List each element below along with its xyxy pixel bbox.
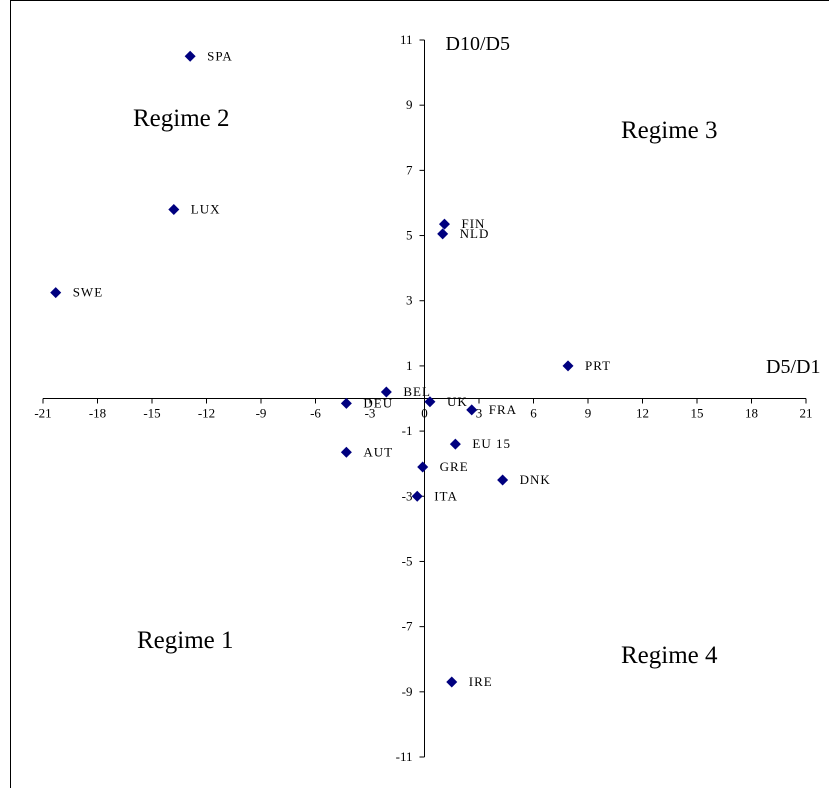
data-point-label: SPA [207,48,233,63]
x-tick-label: 9 [585,406,592,421]
data-point-label: NLD [460,226,490,241]
regime-1-label: Regime 1 [137,627,234,654]
x-axis-title: D5/D1 [766,356,820,378]
data-point-label: GRE [440,459,469,474]
data-point-label: ITA [434,488,458,503]
data-point-marker [340,397,352,409]
y-tick-label: -7 [402,619,413,634]
data-point-marker [424,396,436,408]
data-point-marker [380,386,392,398]
x-ticks: -21 -18 -15 -12 -9 -6 -3 0 3 6 9 12 15 18 21 [34,398,813,421]
data-point-label: EU 15 [472,436,511,451]
y-tick-label: -9 [402,684,413,699]
data-point-marker [184,50,196,62]
data-point-label: AUT [363,444,393,459]
data-point-marker [437,228,449,240]
y-axis-title: D10/D5 [446,33,510,55]
x-tick-label: 15 [691,406,704,421]
x-tick-label: -21 [34,406,51,421]
plot-frame [10,0,829,788]
regime-2-label: Regime 2 [133,105,230,132]
y-tick-label: 5 [406,228,413,243]
data-point-label: BEL [403,384,431,399]
y-tick-label: -5 [402,553,413,568]
data-point-label: IRE [469,674,493,689]
data-point-marker [562,360,574,372]
data-point-label: PRT [585,358,611,373]
y-tick-label: 9 [406,97,413,112]
regime-4-label: Regime 4 [621,642,718,669]
x-tick-label: -18 [89,406,106,421]
x-tick-label: 18 [745,406,758,421]
data-point-marker [50,287,62,299]
x-tick-label: -12 [198,406,215,421]
x-tick-label: -3 [365,406,376,421]
data-point-marker [438,218,450,230]
data-point-label: DNK [520,472,551,487]
x-tick-label: 12 [636,406,649,421]
y-tick-label: -3 [402,488,413,503]
x-tick-label: -9 [256,406,267,421]
data-point-marker [168,203,180,215]
data-point-label: FRA [489,402,517,417]
data-point-label: DEU [363,395,393,410]
y-tick-label: 1 [406,358,413,373]
x-tick-label: -6 [310,406,321,421]
data-point-label: FIN [461,216,485,231]
data-point-label: UK [447,394,468,409]
y-tick-label: 7 [406,162,413,177]
data-point-marker [417,461,429,473]
y-tick-label: -1 [402,423,413,438]
data-point-label: SWE [73,285,103,300]
data-point-marker [466,404,478,416]
y-tick-label: -11 [396,749,413,764]
y-tick-label: 3 [406,293,413,308]
x-tick-label: -15 [143,406,160,421]
x-tick-label: 0 [421,406,428,421]
data-point-marker [411,490,423,502]
data-point-marker [497,474,509,486]
x-tick-label: 3 [476,406,483,421]
x-tick-label: 21 [800,406,813,421]
data-point-marker [340,446,352,458]
data-point-label: LUX [191,201,221,216]
data-point-marker [449,438,461,450]
x-tick-label: 6 [530,406,537,421]
data-point-marker [446,676,458,688]
regime-3-label: Regime 3 [621,117,718,144]
y-tick-label: 11 [400,32,413,47]
